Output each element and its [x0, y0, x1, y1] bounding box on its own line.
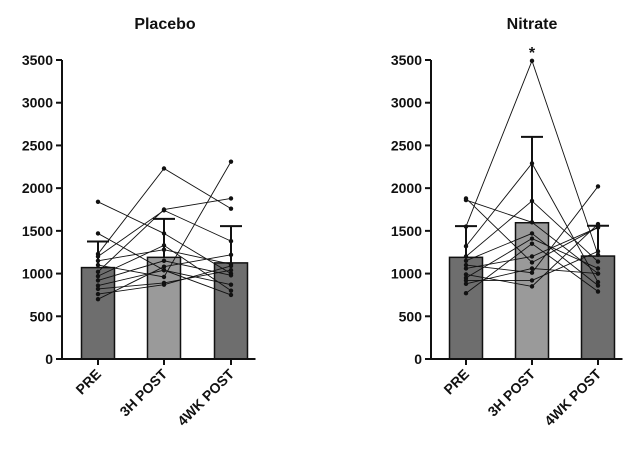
nitrate-subject-point — [529, 260, 535, 265]
nitrate-significance-marker: * — [529, 45, 536, 62]
nitrate-subject-point — [595, 279, 601, 285]
placebo-subject-point — [95, 258, 101, 263]
nitrate-subject-point — [463, 197, 469, 203]
placebo-panel: Placebo 0 500 1000 1500 2000 2500 3000 3500 PRE 3H… — [22, 16, 256, 429]
nitrate-category-label: 4WK POST — [541, 365, 604, 428]
nitrate-subject-point — [463, 278, 469, 283]
placebo-category-label: PRE — [72, 366, 104, 398]
nitrate-subject-point — [595, 252, 601, 257]
placebo-subject-point — [95, 273, 101, 279]
placebo-subject-point — [95, 231, 101, 236]
placebo-category-label: 4WK POST — [174, 365, 237, 428]
placebo-y-tick-label: 2500 — [22, 137, 53, 153]
placebo-subject-point — [228, 282, 234, 287]
placebo-subject-point — [95, 291, 101, 297]
nitrate-subject-point — [595, 271, 601, 276]
nitrate-subject-point — [529, 236, 535, 241]
nitrate-subject-point — [529, 231, 535, 236]
nitrate-subject-point — [529, 266, 535, 271]
nitrate-subject-point — [529, 284, 535, 289]
placebo-subject-point — [161, 243, 167, 248]
nitrate-y-tick-label: 1000 — [391, 266, 422, 282]
placebo-subject-point — [95, 254, 101, 259]
nitrate-subject-point — [463, 244, 469, 249]
placebo-y-tick-label: 1500 — [22, 223, 53, 239]
placebo-subject-point — [161, 274, 167, 280]
nitrate-subject-point — [463, 291, 469, 296]
nitrate-subject-point — [595, 249, 601, 254]
nitrate-y-tick-label: 0 — [414, 351, 422, 367]
placebo-title: Placebo — [134, 16, 196, 33]
placebo-subject-point — [228, 288, 234, 293]
nitrate-subject-point — [529, 161, 535, 166]
nitrate-subject-point — [529, 241, 535, 246]
placebo-subject-point — [161, 247, 167, 252]
nitrate-subject-point — [529, 270, 535, 275]
placebo-y-tick-label: 3500 — [22, 52, 53, 68]
placebo-y-tick-label: 0 — [45, 351, 53, 367]
placebo-category-label: 3H POST — [116, 365, 170, 419]
placebo-subject-point — [95, 297, 101, 302]
nitrate-subject-point — [595, 225, 601, 230]
nitrate-y-tick-label: 3000 — [391, 95, 422, 111]
nitrate-panel: Nitrate 0 500 1000 1500 2000 2500 3000 3500 PRE 3H… — [391, 16, 623, 429]
placebo-subject-point — [95, 278, 101, 283]
nitrate-subject-point — [595, 289, 601, 294]
placebo-subject-point — [95, 262, 101, 268]
placebo-subject-point — [161, 282, 167, 287]
placebo-y-tick-label: 2000 — [22, 180, 53, 196]
nitrate-y-tick-label: 3500 — [391, 52, 422, 68]
placebo-subject-point — [161, 207, 167, 212]
placebo-subject-point — [95, 283, 101, 288]
nitrate-y-tick-label: 2000 — [391, 180, 422, 196]
placebo-subject-point — [95, 269, 101, 275]
nitrate-subject-point — [529, 278, 535, 283]
placebo-subject-point — [228, 292, 234, 298]
placebo-subject-point — [228, 206, 234, 211]
nitrate-y-tick-label: 1500 — [391, 223, 422, 239]
nitrate-subject-point — [463, 254, 469, 259]
placebo-subject-point — [161, 231, 167, 236]
nitrate-subject-point — [529, 254, 535, 259]
nitrate-subject-point — [463, 281, 469, 287]
nitrate-category-label: 3H POST — [484, 365, 538, 419]
placebo-subject-point — [228, 267, 234, 273]
nitrate-subject-point — [595, 221, 601, 227]
placebo-subject-point — [161, 258, 167, 263]
placebo-subject-point — [228, 238, 234, 244]
placebo-subject-point — [161, 264, 167, 269]
nitrate-subject-point — [595, 259, 601, 264]
placebo-y-tick-label: 3000 — [22, 95, 53, 111]
placebo-subject-point — [161, 166, 167, 171]
nitrate-subject-point — [529, 198, 535, 204]
placebo-subject-point — [228, 252, 234, 257]
nitrate-subject-point — [463, 224, 469, 229]
placebo-subject-point — [228, 263, 234, 269]
placebo-subject-point — [228, 196, 234, 201]
placebo-subject-point — [95, 286, 101, 292]
placebo-subject-point — [228, 159, 234, 164]
nitrate-y-tick-label: 500 — [399, 308, 423, 324]
nitrate-subject-point — [529, 58, 535, 64]
nitrate-subject-point — [463, 258, 469, 263]
nitrate-subject-point — [595, 283, 601, 288]
placebo-subject-point — [95, 199, 101, 205]
placebo-y-tick-label: 1000 — [22, 266, 53, 282]
placebo-y-tick-label: 500 — [30, 308, 54, 324]
nitrate-subject-point — [595, 266, 601, 271]
placebo-subject-point — [228, 273, 234, 278]
nitrate-subject-point — [463, 272, 469, 277]
nitrate-title: Nitrate — [507, 16, 558, 33]
placebo-subject-point — [161, 267, 167, 273]
nitrate-category-label: PRE — [440, 366, 472, 398]
nitrate-subject-point — [463, 266, 469, 271]
nitrate-subject-point — [595, 184, 601, 189]
nitrate-subject-point — [529, 220, 535, 225]
nitrate-y-tick-label: 2500 — [391, 137, 422, 153]
nitrate-subject-point — [463, 262, 469, 268]
